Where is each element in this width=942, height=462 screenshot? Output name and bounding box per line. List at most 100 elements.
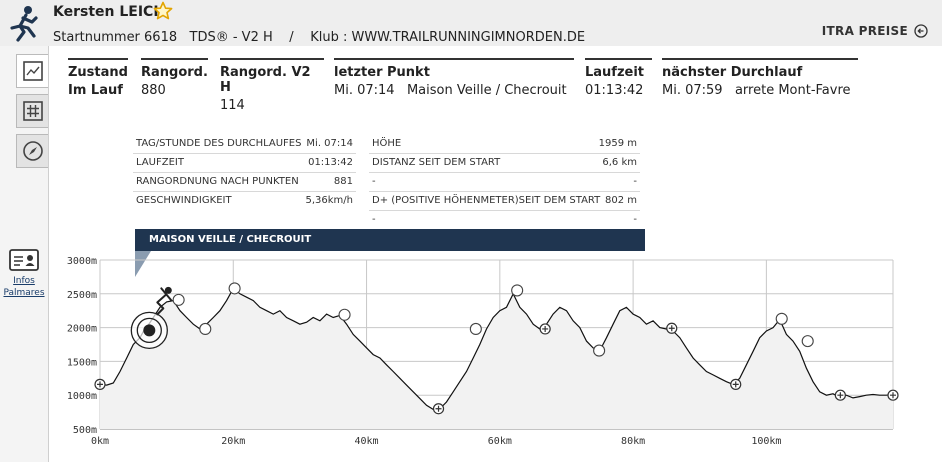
y-tick-label: 2000m [67, 324, 97, 335]
runner-header: Kersten LEICH Startnummer 6618 TDS® - V2… [0, 0, 942, 46]
detail-label: TAG/STUNDE DES DURCHLAUFES [136, 138, 302, 149]
summary-value: Mi. 07:59 arrete Mont-Favre [662, 83, 851, 98]
detail-row: LAUFZEIT 01:13:42 [133, 153, 356, 173]
checkpoint-plus [837, 392, 844, 399]
checkpoint-plus [668, 325, 675, 332]
checkpoint-plus [542, 325, 549, 332]
detail-value: 1959 m [598, 138, 637, 149]
detail-value: 5,36km/h [305, 195, 353, 206]
tab-grid[interactable] [16, 94, 48, 128]
summary-value: 01:13:42 [585, 83, 644, 98]
checkpoint-plus [732, 381, 739, 388]
summary-header: letzter Punkt [334, 65, 430, 80]
checkpoint-marker-plus [887, 389, 899, 401]
checkpoint-marker-plus [539, 323, 551, 335]
y-tick-label: 500m [73, 425, 97, 436]
summary-next-point: nächster Durchlauf Mi. 07:59 arrete Mont… [662, 58, 858, 98]
detail-value: - [633, 176, 637, 187]
summary-value: Im Lauf [68, 83, 123, 98]
checkpoint-marker [511, 284, 524, 297]
elevation-line [99, 287, 894, 411]
checkpoint-marker [228, 282, 241, 295]
summary-header: Zustand [68, 65, 128, 80]
detail-value: 01:13:42 [308, 157, 353, 168]
summary-header: Laufzeit [585, 65, 645, 80]
arrow-circle-icon [914, 24, 928, 38]
checkpoint-marker [775, 312, 788, 325]
detail-label: GESCHWINDIGKEIT [136, 195, 232, 206]
checkpoint-marker [172, 293, 185, 306]
detail-row: - - [369, 172, 640, 192]
checkpoint-marker [199, 322, 212, 336]
id-card-icon [9, 249, 39, 271]
checkpoint-plus [97, 381, 103, 388]
x-tick-label: 80km [621, 436, 645, 447]
checkpoint-markers [94, 282, 899, 415]
detail-value: 802 m [604, 195, 637, 206]
itra-prices-link[interactable]: ITRA PREISE [822, 24, 928, 38]
x-tick-label: 60km [488, 436, 512, 447]
x-tick-label: 20km [221, 436, 245, 447]
y-tick-label: 3000m [67, 256, 97, 267]
runner-name: Kersten LEICH [53, 4, 166, 20]
summary-header: Rangord. V2 H [220, 65, 311, 95]
runner-dot [143, 324, 156, 337]
palmares-label: Palmares [3, 288, 45, 298]
checkpoint-marker [469, 322, 482, 336]
left-rail: Infos Palmares [0, 46, 49, 462]
summary-rank: Rangord. 880 [141, 58, 208, 98]
detail-label: LAUFZEIT [136, 157, 184, 168]
detail-row: HÖHE 1959 m [369, 134, 640, 154]
detail-row: DISTANZ SEIT DEM START 6,6 km [369, 153, 640, 173]
checkpoint-plus [890, 392, 896, 399]
detail-label: - [372, 214, 376, 225]
infos-palmares-link[interactable]: Infos Palmares [3, 248, 45, 299]
runner-figure-head [164, 286, 172, 294]
checkpoint-marker-plus [432, 403, 445, 415]
detail-label: RANGORDNUNG NACH PUNKTEN [136, 176, 299, 187]
checkpoint-marker-plus [834, 389, 846, 401]
runner-position-marker [130, 286, 173, 350]
checkpoint-marker [338, 308, 351, 321]
checkpoint-plus [435, 405, 442, 412]
summary-race-time: Laufzeit 01:13:42 [585, 58, 652, 98]
x-tick-label: 40km [355, 436, 379, 447]
compass-icon [23, 141, 43, 161]
detail-row: - - [369, 210, 640, 229]
tab-profile-chart[interactable] [16, 54, 48, 88]
summary-last-point: letzter Punkt Mi. 07:14 Maison Veille / … [334, 58, 574, 98]
runner-ring-inner [136, 317, 162, 344]
elevation-fill [100, 288, 893, 429]
runner-figure-icon [156, 287, 173, 316]
detail-label: HÖHE [372, 138, 402, 149]
checkpoint-marker-plus [666, 322, 678, 334]
bib-club-line: Startnummer 6618 TDS® - V2 H / Klub : WW… [53, 30, 586, 45]
summary-value: 880 [141, 83, 166, 98]
axis-ticks: 500m 1000m 1500m 2000m 2500m 3000m 0km 20km 40km… [67, 256, 782, 447]
detail-label: DISTANZ SEIT DEM START [372, 157, 501, 168]
x-tick-label: 100km [751, 436, 781, 447]
y-tick-label: 1500m [67, 357, 97, 368]
detail-value: - [633, 214, 637, 225]
grid-icon [23, 101, 43, 121]
detail-value: Mi. 07:14 [306, 138, 353, 149]
checkpoint-marker-plus [730, 378, 742, 390]
detail-value: 6,6 km [602, 157, 637, 168]
y-tick-label: 2500m [67, 290, 97, 301]
detail-value: 881 [333, 176, 353, 187]
tab-compass[interactable] [16, 134, 48, 168]
elevation-profile-chart: 500m 1000m 1500m 2000m 2500m 3000m 0km 20km 40km… [67, 256, 899, 447]
checkpoint-marker [593, 344, 606, 357]
summary-value: 114 [220, 98, 245, 113]
summary-category-rank: Rangord. V2 H 114 [220, 58, 324, 113]
checkpoint-marker-plus [94, 378, 106, 390]
detail-row: GESCHWINDIGKEIT 5,36km/h [133, 191, 356, 210]
runner-icon [10, 6, 38, 42]
detail-row: D+ (POSITIVE HÖHENMETER)SEIT DEM START 8… [369, 191, 640, 211]
summary-status: Zustand Im Lauf [68, 58, 128, 98]
star-icon[interactable] [153, 1, 173, 21]
summary-header: nächster Durchlauf [662, 65, 803, 80]
summary-header: Rangord. [141, 65, 208, 80]
detail-row: RANGORDNUNG NACH PUNKTEN 881 [133, 172, 356, 192]
checkpoint-banner: MAISON VEILLE / CHECROUIT [135, 229, 645, 251]
